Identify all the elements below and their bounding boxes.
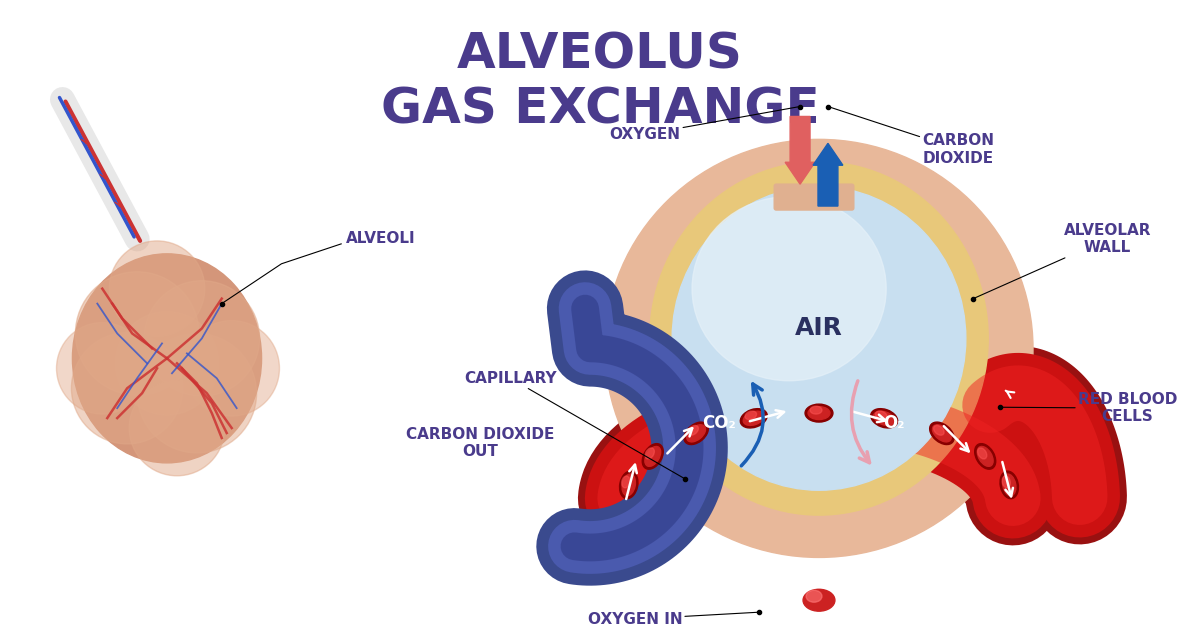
Ellipse shape <box>805 404 833 422</box>
Ellipse shape <box>619 471 638 499</box>
Circle shape <box>76 272 199 395</box>
Text: CAPILLARY: CAPILLARY <box>464 371 685 479</box>
Text: CARBON DIOXIDE
OUT: CARBON DIOXIDE OUT <box>407 427 554 459</box>
Ellipse shape <box>644 447 661 467</box>
Ellipse shape <box>743 411 764 425</box>
Ellipse shape <box>1002 474 1016 495</box>
FancyBboxPatch shape <box>774 184 854 210</box>
Text: GAS EXCHANGE: GAS EXCHANGE <box>380 85 820 134</box>
Ellipse shape <box>72 254 262 463</box>
Ellipse shape <box>646 448 654 459</box>
FancyArrow shape <box>785 116 815 184</box>
Circle shape <box>72 332 182 444</box>
Ellipse shape <box>1000 471 1019 499</box>
Ellipse shape <box>688 425 698 435</box>
Ellipse shape <box>874 411 895 425</box>
Text: ALVEOLUS: ALVEOLUS <box>457 31 743 78</box>
Ellipse shape <box>808 406 830 420</box>
Circle shape <box>184 320 280 416</box>
Ellipse shape <box>672 187 966 490</box>
Ellipse shape <box>930 422 954 445</box>
Ellipse shape <box>978 448 986 459</box>
Ellipse shape <box>642 443 664 469</box>
Text: OXYGEN: OXYGEN <box>610 107 800 142</box>
Text: OXYGEN IN: OXYGEN IN <box>588 612 760 627</box>
Text: O₂: O₂ <box>883 414 905 432</box>
Circle shape <box>137 333 257 453</box>
Ellipse shape <box>692 197 886 381</box>
Ellipse shape <box>871 409 898 428</box>
Ellipse shape <box>649 162 989 515</box>
Text: AIR: AIR <box>796 317 842 340</box>
Ellipse shape <box>686 425 706 442</box>
Ellipse shape <box>740 409 767 428</box>
FancyArrow shape <box>814 143 842 206</box>
Ellipse shape <box>810 406 822 414</box>
Text: ALVEOLAR
WALL: ALVEOLAR WALL <box>973 223 1152 299</box>
Ellipse shape <box>803 589 835 611</box>
Ellipse shape <box>745 411 756 420</box>
Text: RED BLOOD
CELLS: RED BLOOD CELLS <box>1000 392 1177 425</box>
Circle shape <box>115 311 218 415</box>
Ellipse shape <box>876 411 887 420</box>
Ellipse shape <box>1002 476 1010 488</box>
Ellipse shape <box>977 447 994 467</box>
Ellipse shape <box>684 422 708 445</box>
Ellipse shape <box>605 139 1033 558</box>
Circle shape <box>130 380 224 476</box>
Text: CARBON
DIOXIDE: CARBON DIOXIDE <box>828 107 995 166</box>
Ellipse shape <box>974 443 996 469</box>
Ellipse shape <box>806 590 822 602</box>
Circle shape <box>144 281 259 396</box>
Ellipse shape <box>934 425 944 435</box>
Text: CO₂: CO₂ <box>702 414 737 432</box>
Ellipse shape <box>622 474 636 495</box>
Circle shape <box>56 323 148 414</box>
Circle shape <box>109 241 205 337</box>
Ellipse shape <box>932 425 952 442</box>
Ellipse shape <box>622 476 630 488</box>
Text: ALVEOLI: ALVEOLI <box>346 231 415 246</box>
